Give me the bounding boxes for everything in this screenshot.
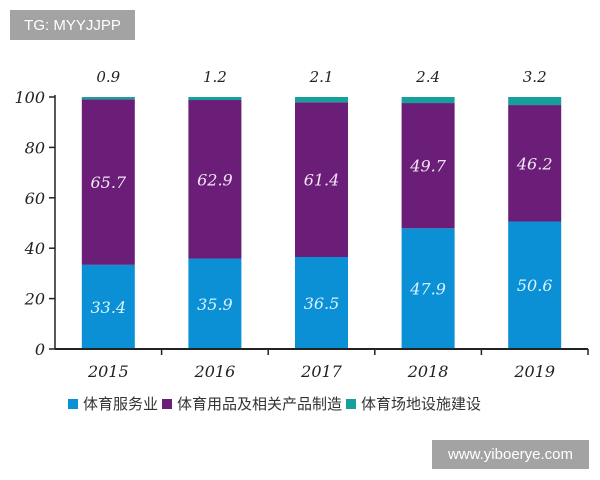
bar-segment	[188, 258, 242, 349]
data-label: 2.4	[415, 68, 440, 86]
y-tick-label: 0	[35, 340, 45, 359]
bar-segment	[401, 97, 455, 104]
data-label: 46.2	[516, 154, 553, 173]
data-label: 3.2	[523, 68, 547, 86]
bar-segment	[188, 97, 242, 101]
data-label: 2.1	[309, 68, 334, 86]
bar-segment	[81, 97, 135, 100]
legend-label-facilities: 体育场地设施建设	[361, 395, 482, 413]
watermark-top: TG: MYYJJPP	[10, 10, 135, 40]
data-label: 61.4	[304, 171, 340, 190]
data-label: 0.9	[96, 68, 120, 86]
bar-segment	[401, 103, 455, 229]
data-label: 47.9	[409, 280, 446, 299]
legend: 体育服务业 体育用品及相关产品制造 体育场地设施建设	[64, 393, 481, 414]
data-label: 50.6	[517, 276, 553, 295]
x-tick-label: 2019	[513, 362, 555, 381]
bar-segment	[81, 264, 135, 349]
data-label: 1.2	[203, 68, 227, 86]
bar-segment	[81, 99, 135, 265]
x-tick-label: 2018	[407, 362, 449, 381]
x-tick-label: 2017	[300, 362, 343, 381]
y-tick-label: 60	[25, 189, 45, 208]
data-label: 35.9	[197, 295, 233, 314]
x-tick-label: 2015	[87, 362, 129, 381]
bar-segment	[508, 97, 562, 106]
data-label: 33.4	[90, 298, 126, 317]
bar-segment	[188, 100, 242, 259]
data-label: 62.9	[197, 170, 233, 189]
legend-swatch-manufacturing	[162, 398, 173, 409]
bar-segment	[401, 228, 455, 349]
y-tick-label: 20	[24, 290, 45, 309]
legend-swatch-service	[68, 398, 78, 409]
legend-label-manufacturing: 体育用品及相关产品制造	[177, 395, 343, 413]
bar-segment	[295, 257, 348, 349]
bar-segment	[508, 105, 562, 222]
data-label: 49.7	[409, 157, 446, 176]
bar-segment	[295, 97, 348, 103]
legend-swatch-facilities	[346, 398, 357, 409]
y-tick-label: 80	[25, 138, 45, 157]
y-tick-label: 40	[24, 239, 45, 258]
y-tick-label: 100	[14, 88, 45, 107]
bar-segment	[295, 102, 348, 258]
data-label: 65.7	[90, 173, 126, 192]
data-label: 36.5	[304, 294, 340, 313]
legend-label-service: 体育服务业	[83, 395, 159, 413]
watermark-bottom: www.yiboerye.com	[432, 440, 589, 469]
x-tick-label: 2016	[194, 362, 236, 381]
bar-segment	[508, 221, 562, 349]
